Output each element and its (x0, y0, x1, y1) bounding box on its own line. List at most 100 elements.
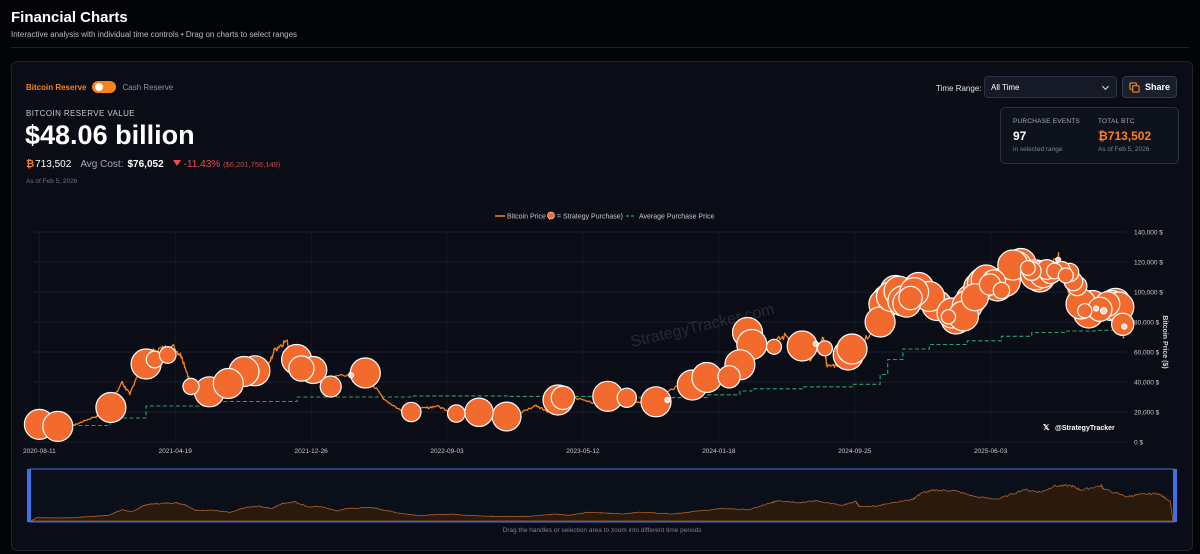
legend-average-label: Average Purchase Price (639, 214, 714, 221)
purchase-marker (446, 404, 466, 423)
y-tick-label: 0 $ (1134, 440, 1143, 447)
reserve-switch[interactable] (92, 81, 117, 93)
y-tick-label: 60,000 $ (1134, 350, 1160, 357)
page-title: Financial Charts (11, 9, 128, 26)
x-tick-label: 2024-09-25 (838, 448, 872, 455)
y-tick-label: 40,000 $ (1134, 380, 1160, 387)
navigator-area (29, 483, 1174, 522)
average-price-path (39, 327, 1125, 427)
legend-purchase-label: = Strategy Purchase) (557, 214, 623, 221)
purchase-marker (786, 330, 818, 362)
purchase-marker (717, 365, 741, 389)
total-btc-stat: TOTAL BTC ₿713,502 As of Feb 5, 2026 (1098, 118, 1151, 153)
x-tick-label: 2022-09-03 (430, 448, 464, 455)
purchase-marker (491, 401, 522, 432)
purchase-marker (319, 375, 342, 398)
avg-cost-label: Avg Cost: (80, 159, 124, 170)
y-tick-label: 140,000 $ (1134, 230, 1163, 237)
purchase-marker (182, 377, 200, 396)
price-chart[interactable]: Bitcoin Price ( = Strategy Purchase) Ave… (12, 62, 1192, 550)
purchase-marker (348, 372, 355, 379)
range-navigator[interactable] (27, 468, 1177, 523)
purchase-marker (158, 346, 177, 364)
purchase-marker (664, 396, 671, 404)
purchase-marker (1121, 323, 1128, 330)
x-tick-label: 2023-05-12 (566, 448, 600, 455)
purchase-marker (212, 367, 244, 400)
down-arrow-icon (172, 160, 181, 166)
total-btc-sub: As of Feb 5, 2026 (1098, 146, 1150, 153)
cash-reserve-label[interactable]: Cash Reserve (122, 82, 174, 92)
legend-purchase-marker-icon (547, 211, 555, 220)
purchase-marker (95, 391, 127, 424)
purchase-marker (42, 410, 74, 442)
share-button[interactable]: Share (1122, 76, 1177, 98)
x-tick-label: 2021-04-19 (159, 448, 193, 455)
purchase-events-value: 97 (1013, 129, 1027, 143)
purchase-marker (640, 386, 672, 418)
purchase-marker (1077, 303, 1093, 319)
x-tick-label: 2021-12-26 (295, 448, 329, 455)
purchase-marker (1019, 260, 1036, 277)
legend-price-label: Bitcoin Price ( (507, 214, 551, 221)
purchase-marker (898, 285, 923, 311)
purchase-events-sub: in selected range (1013, 146, 1063, 153)
social-handle: 𝕏 @StrategyTracker (1043, 423, 1115, 432)
purchase-marker (836, 333, 868, 365)
chart-legend: Bitcoin Price ( = Strategy Purchase) Ave… (495, 211, 714, 221)
time-range-label: Time Range: (936, 84, 982, 93)
btc-holdings: 713,502 (35, 159, 72, 170)
average-price-line (39, 327, 1125, 427)
y-tick-label: 80,000 $ (1134, 320, 1160, 327)
chart-axes: 0 $ 20,000 $ 40,000 $ 60,000 $ 80,000 $ 100,0… (23, 230, 1163, 456)
purchase-marker (349, 357, 381, 389)
social-handle-text: @StrategyTracker (1055, 425, 1115, 432)
purchase-stats-box: PURCHASE EVENTS 97 in selected range TOT… (1000, 107, 1179, 164)
purchase-events-label: PURCHASE EVENTS (1013, 118, 1080, 125)
navigator-left-handle[interactable] (27, 469, 31, 522)
time-range-select[interactable]: All Time (984, 76, 1117, 98)
page-subtitle: Interactive analysis with individual tim… (11, 30, 298, 39)
total-btc-label: TOTAL BTC (1098, 118, 1135, 125)
y-tick-label: 120,000 $ (1134, 260, 1163, 267)
reserve-value-label: BITCOIN RESERVE VALUE (26, 109, 136, 118)
purchase-marker (1055, 256, 1062, 263)
purchase-marker (765, 338, 783, 355)
total-btc-value: ₿713,502 (1098, 129, 1152, 143)
header-divider (11, 47, 1189, 48)
reserve-stats: ₿ 713,502 Avg Cost: $76,052 -11.43% ($6,… (26, 159, 280, 170)
bitcoin-symbol-icon: ₿ (26, 159, 35, 170)
navigator-hint: Drag the handles or selection area to zo… (502, 527, 702, 534)
change-usd: ($6,201,756,149) (223, 160, 281, 169)
change-percent: -11.43% (183, 159, 221, 170)
as-of-date: As of Feb 5, 2026 (26, 178, 78, 185)
purchase-marker (1092, 305, 1100, 312)
x-tick-label: 2024-01-18 (702, 448, 736, 455)
purchase-marker (400, 401, 422, 423)
navigator-right-handle[interactable] (1173, 469, 1177, 522)
purchase-marker (992, 281, 1011, 300)
reserve-value: $48.06 billion (25, 120, 195, 150)
purchase-marker (1099, 307, 1108, 315)
chart-card: Bitcoin Reserve Cash Reserve BITCOIN RES… (11, 61, 1193, 551)
avg-cost-value: $76,052 (127, 159, 164, 170)
x-logo-icon: 𝕏 (1043, 423, 1050, 432)
purchase-marker (288, 355, 315, 382)
share-label: Share (1144, 82, 1170, 92)
purchase-marker (812, 340, 819, 347)
y-tick-label: 20,000 $ (1134, 410, 1160, 417)
purchase-events-stat: PURCHASE EVENTS 97 in selected range (1013, 118, 1080, 153)
time-range-value: All Time (991, 82, 1020, 92)
y-axis-title: Bitcoin Price ($) (1161, 315, 1168, 368)
x-tick-label: 2020-08-11 (23, 448, 56, 455)
x-tick-label: 2025-06-03 (974, 448, 1008, 455)
purchase-marker (816, 340, 834, 357)
bitcoin-reserve-label[interactable]: Bitcoin Reserve (26, 82, 87, 92)
reserve-toggle: Bitcoin Reserve Cash Reserve (26, 81, 173, 93)
switch-knob (95, 83, 104, 91)
purchase-markers (23, 247, 1135, 442)
purchase-marker (464, 397, 494, 428)
purchase-marker (940, 309, 957, 325)
chart-grid (34, 231, 1127, 443)
purchase-marker (1057, 267, 1074, 284)
